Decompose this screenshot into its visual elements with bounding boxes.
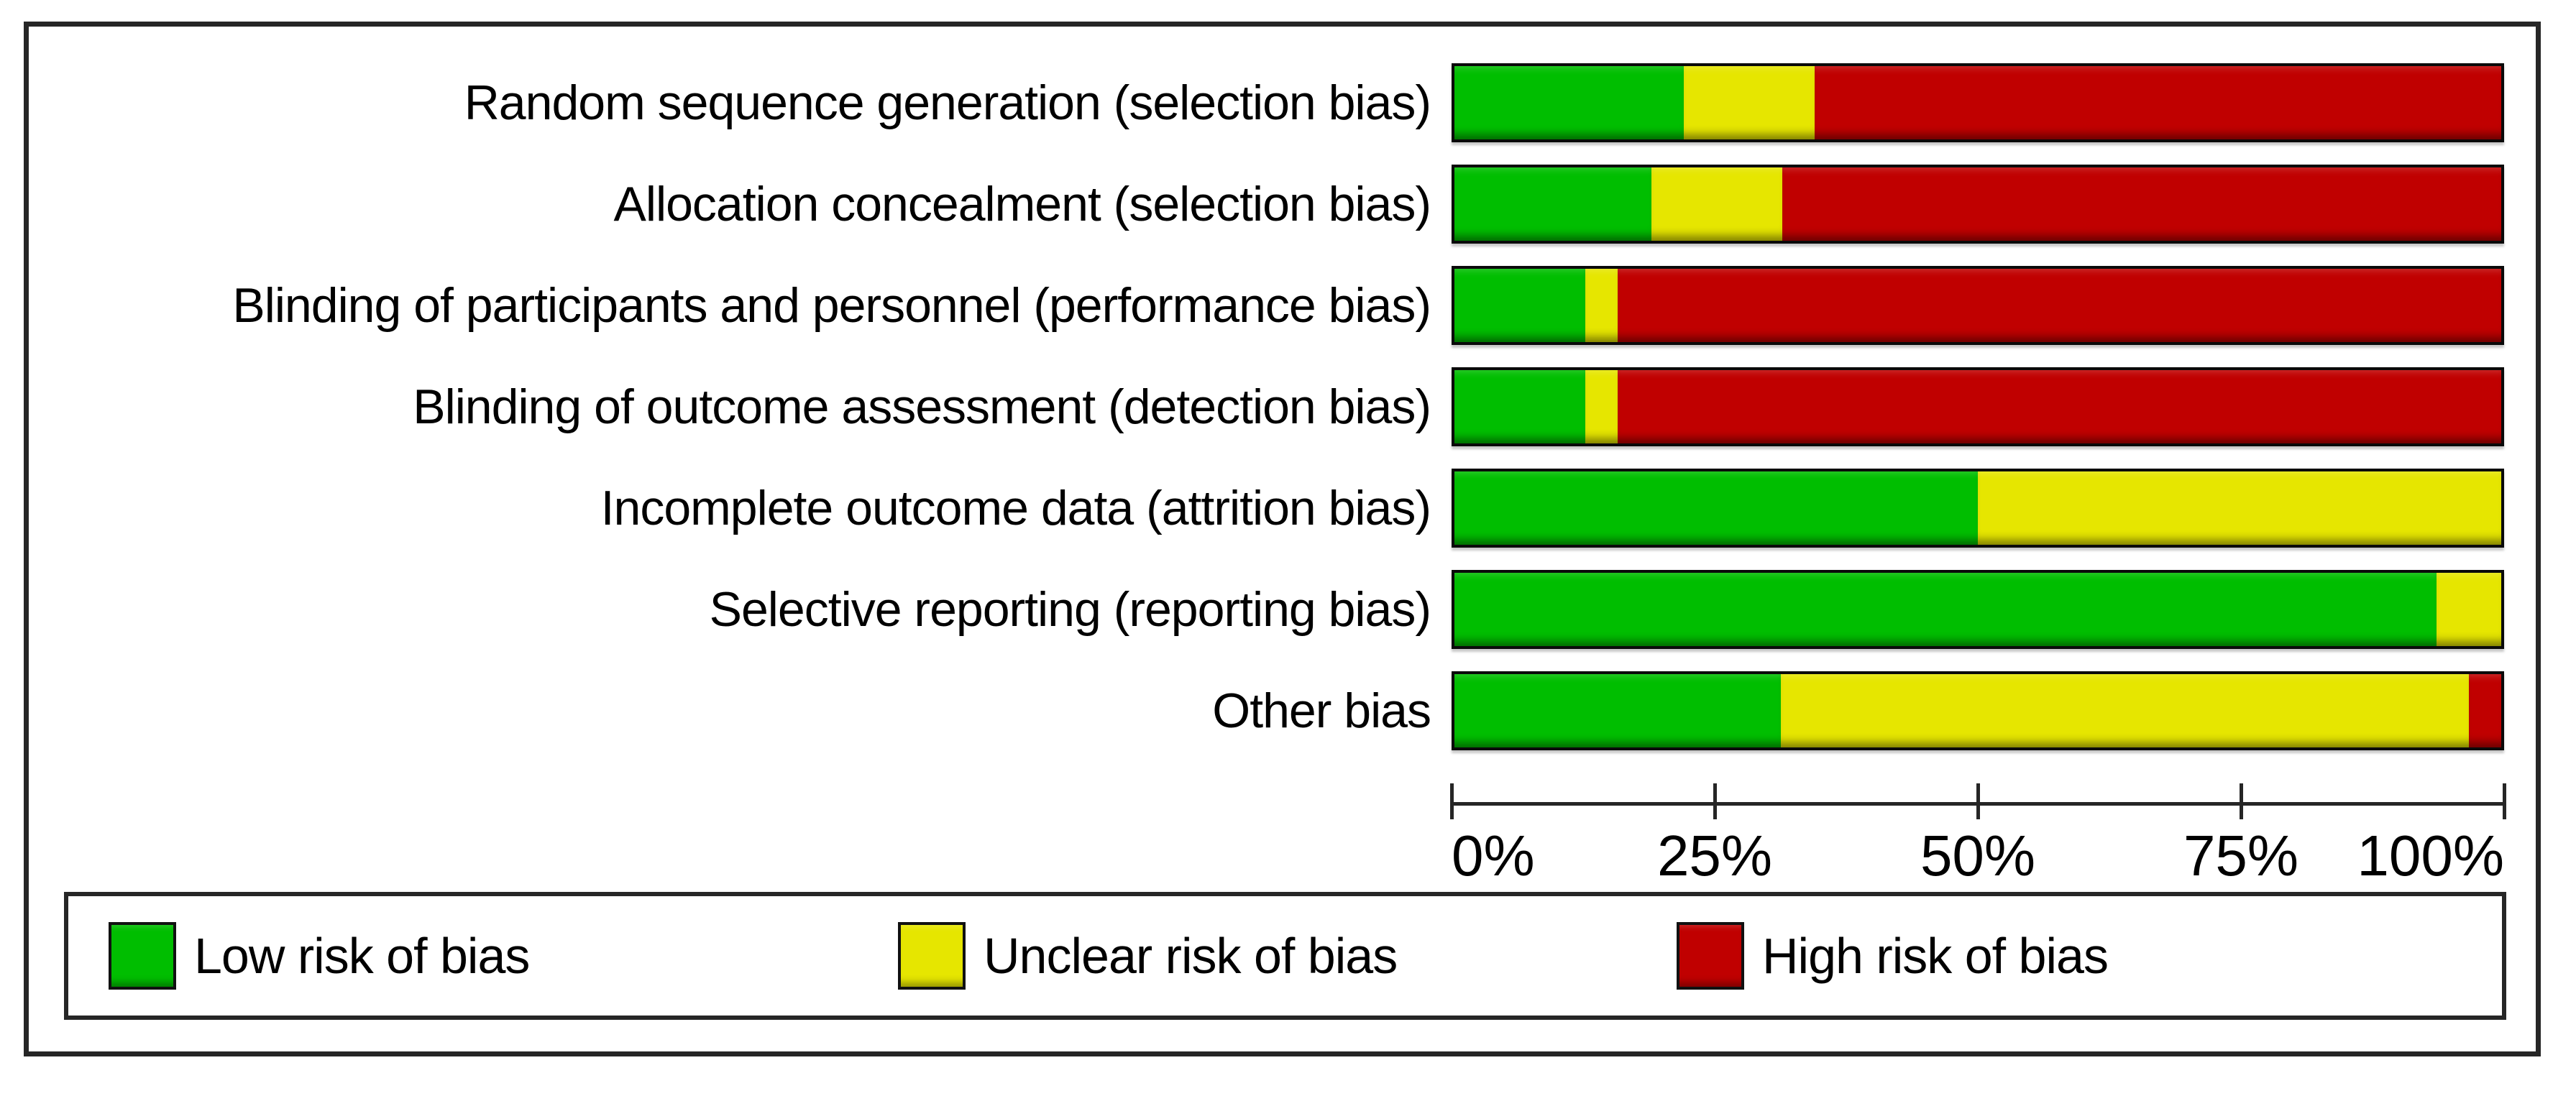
high-risk-of-bias-segment: [1618, 370, 2501, 443]
low-risk-of-bias-segment: [1454, 370, 1585, 443]
x-axis-tick-label: 50%: [1920, 824, 2036, 888]
bias-domain-label: Selective reporting (reporting bias): [709, 582, 1431, 637]
low-risk-of-bias-segment: [1454, 269, 1585, 342]
bias-domain-label: Incomplete outcome data (attrition bias): [600, 481, 1431, 535]
stacked-bar: [1452, 671, 2504, 750]
x-axis-tick-label: 100%: [2357, 824, 2504, 888]
unclear-risk-of-bias-segment: [1978, 471, 2501, 545]
high-risk-of-bias-segment: [2468, 674, 2501, 747]
stacked-bar: [1452, 469, 2504, 548]
unclear-risk-of-bias-segment: [1585, 269, 1618, 342]
unclear-risk-of-bias-segment: [1683, 66, 1815, 139]
x-axis-tick: [2502, 783, 2506, 819]
bias-row-blinding-of-outcome-assessment-detection-bias: Blinding of outcome assessment (detectio…: [29, 367, 2536, 446]
unclear-risk-of-bias-segment: [1585, 370, 1618, 443]
x-axis-tick: [2239, 783, 2243, 819]
legend-entry-high-risk-of-bias: High risk of bias: [1677, 922, 2109, 990]
legend-box: Low risk of bias Unclear risk of bias High…: [64, 892, 2506, 1020]
x-axis-tick-label: 25%: [1656, 824, 1773, 888]
unclear-risk-of-bias-segment: [2436, 573, 2501, 646]
high-risk-of-bias-segment: [1782, 167, 2501, 241]
legend-label: Unclear risk of bias: [984, 928, 1398, 984]
bias-domain-label: Random sequence generation (selection bi…: [464, 75, 1431, 130]
stacked-bar: [1452, 165, 2504, 244]
stacked-bar: [1452, 570, 2504, 649]
stacked-bar: [1452, 266, 2504, 345]
low-risk-of-bias-segment: [1454, 674, 1782, 747]
x-axis-tick-label: 0%: [1452, 824, 1535, 888]
low-risk-of-bias-swatch: [109, 922, 176, 990]
high-risk-of-bias-segment: [1814, 66, 2501, 139]
x-axis-tick: [1976, 783, 1980, 819]
low-risk-of-bias-segment: [1454, 66, 1684, 139]
bias-domain-label: Blinding of outcome assessment (detectio…: [413, 379, 1431, 434]
high-risk-of-bias-segment: [1618, 269, 2501, 342]
stacked-bar: [1452, 63, 2504, 142]
low-risk-of-bias-segment: [1454, 573, 2437, 646]
unclear-risk-of-bias-swatch: [898, 922, 966, 990]
bias-row-allocation-concealment-selection-bias: Allocation concealment (selection bias): [29, 165, 2536, 244]
x-axis-tick: [1449, 783, 1454, 819]
x-axis-tick: [1713, 783, 1717, 819]
bias-row-other-bias: Other bias: [29, 671, 2536, 750]
low-risk-of-bias-segment: [1454, 167, 1651, 241]
stacked-bar: [1452, 367, 2504, 446]
unclear-risk-of-bias-segment: [1781, 674, 2469, 747]
x-axis-tick-label: 75%: [2183, 824, 2299, 888]
bias-row-random-sequence-generation-selection-bias: Random sequence generation (selection bi…: [29, 63, 2536, 142]
risk-of-bias-figure: Random sequence generation (selection bi…: [24, 22, 2541, 1056]
bias-domain-label: Other bias: [1212, 683, 1431, 738]
unclear-risk-of-bias-segment: [1651, 167, 1782, 241]
bias-domain-label: Blinding of participants and personnel (…: [232, 278, 1431, 333]
legend-label: High risk of bias: [1762, 928, 2109, 984]
bias-row-selective-reporting-reporting-bias: Selective reporting (reporting bias): [29, 570, 2536, 649]
bias-domain-label: Allocation concealment (selection bias): [613, 177, 1432, 231]
legend-entry-low-risk-of-bias: Low risk of bias: [109, 922, 530, 990]
bias-row-incomplete-outcome-data-attrition-bias: Incomplete outcome data (attrition bias): [29, 469, 2536, 548]
bias-rows: Random sequence generation (selection bi…: [29, 27, 2536, 1051]
legend-entry-unclear-risk-of-bias: Unclear risk of bias: [898, 922, 1398, 990]
legend-label: Low risk of bias: [194, 928, 530, 984]
low-risk-of-bias-segment: [1454, 471, 1978, 545]
bias-row-blinding-of-participants-and-personnel-performance-bias: Blinding of participants and personnel (…: [29, 266, 2536, 345]
high-risk-of-bias-swatch: [1677, 922, 1744, 990]
